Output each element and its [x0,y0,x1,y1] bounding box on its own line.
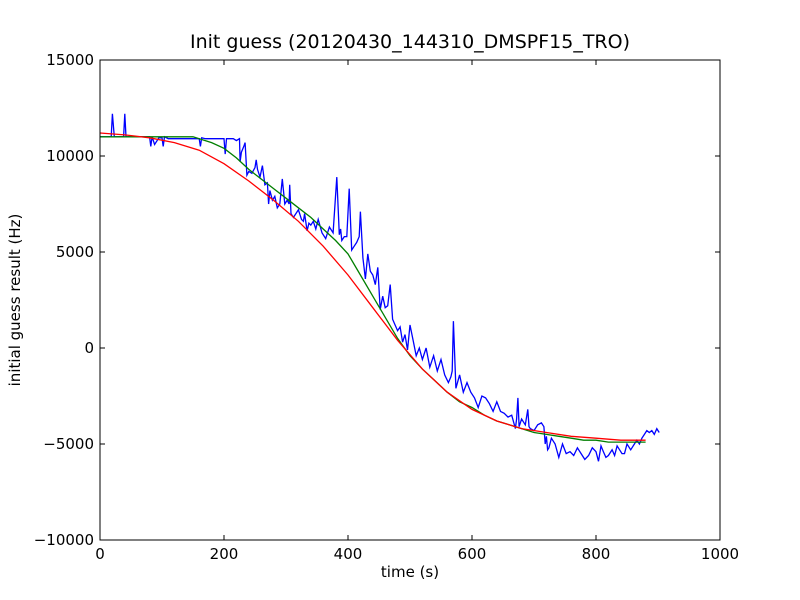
x-tick-label: 800 [582,545,611,563]
y-tick-label: −5000 [43,435,94,453]
tick-layer: 0 200 400 600 800 1000 −10000 −5000 0 5000 10000 15… [34,51,739,563]
x-tick-label: 1000 [701,545,739,563]
y-tick-label: 10000 [46,147,94,165]
y-tick-label: 0 [84,339,94,357]
y-tick-label: 5000 [56,243,94,261]
plot-frame [99,59,721,541]
series-line-1 [100,113,660,462]
x-tick-label: 400 [334,545,363,563]
x-tick-label: 600 [458,545,487,563]
y-tick-label: −10000 [34,531,94,549]
x-tick-label: 200 [210,545,239,563]
x-tick-label: 0 [95,545,105,563]
x-axis-label: time (s) [381,563,439,581]
y-axis-label: initial guess result (Hz) [6,214,24,387]
series-layer [99,113,660,462]
series-line-3 [99,132,646,441]
chart-title: Init guess (20120430_144310_DMSPF15_TRO) [190,31,630,53]
y-tick-label: 15000 [46,51,94,69]
